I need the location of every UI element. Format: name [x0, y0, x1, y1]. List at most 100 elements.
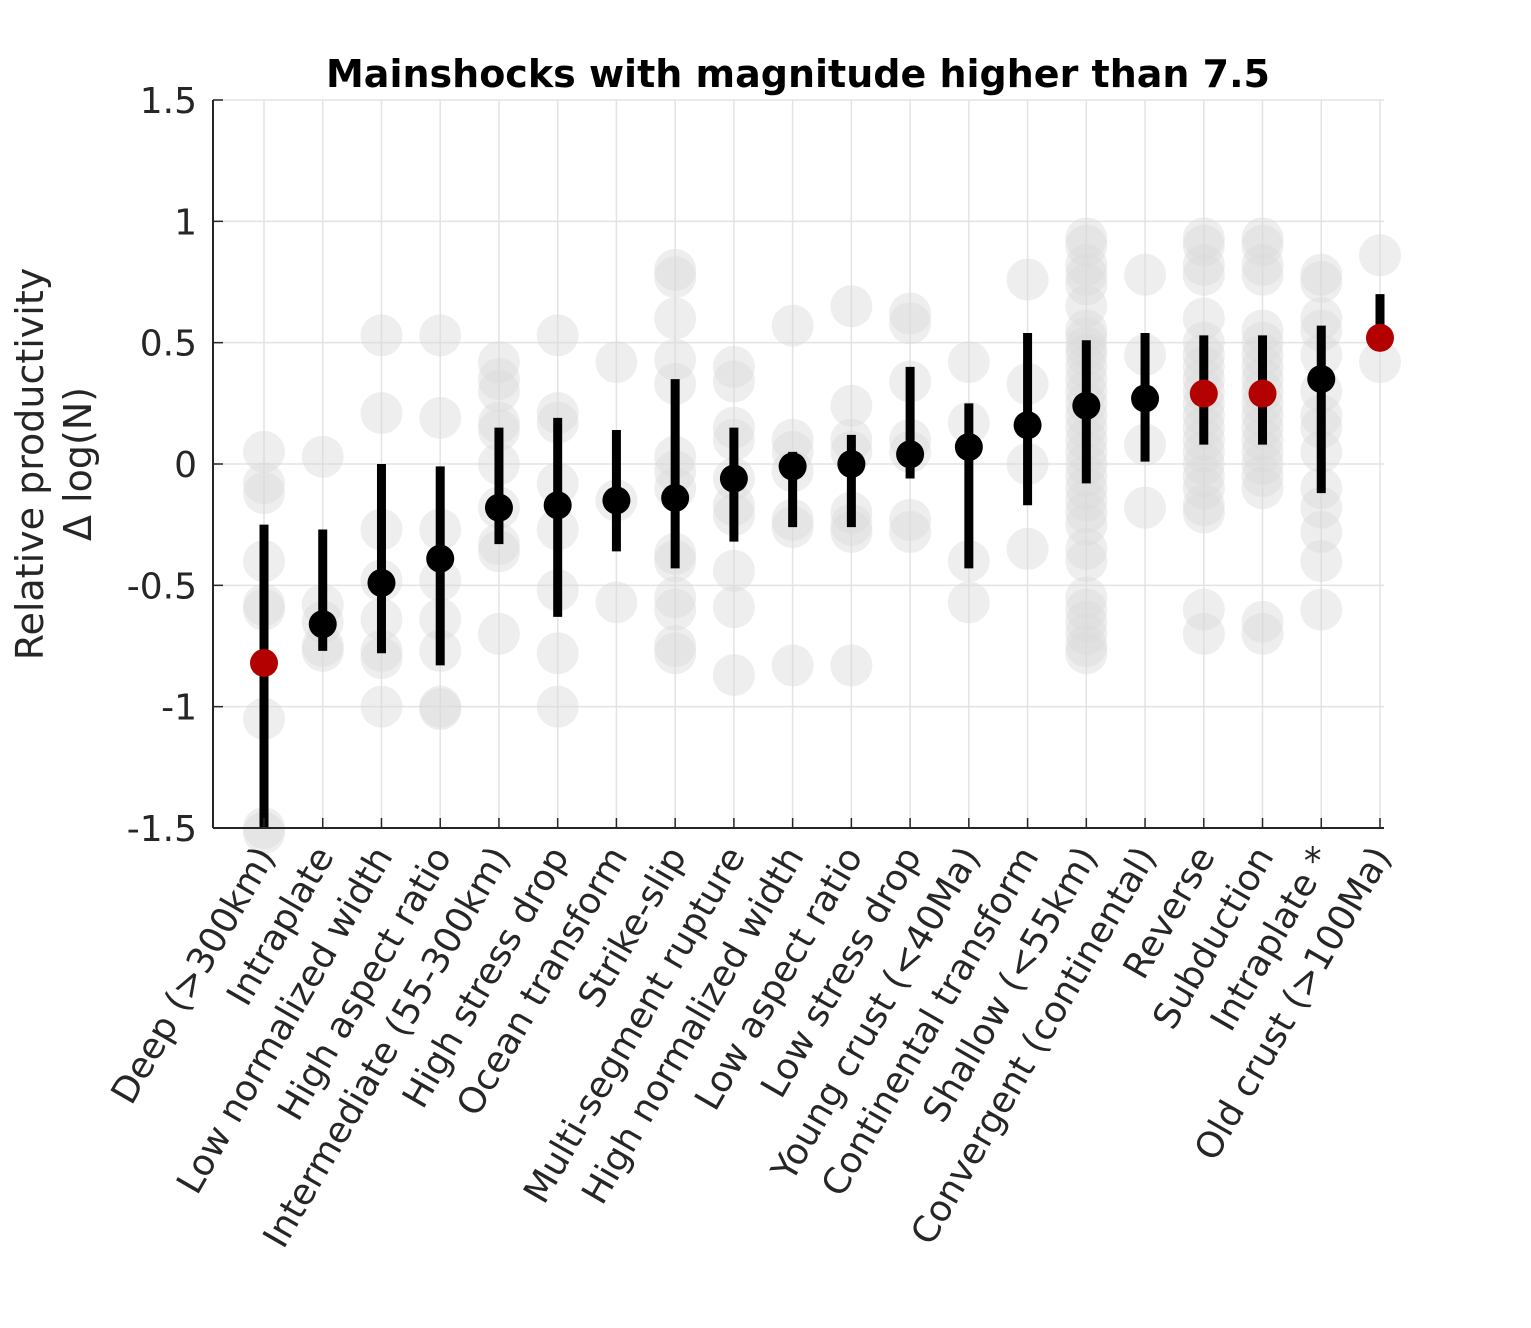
individual-point	[1241, 253, 1284, 296]
mean-marker	[250, 648, 278, 677]
mean-marker	[1072, 391, 1101, 420]
individual-point	[536, 685, 579, 728]
individual-point	[1065, 309, 1108, 352]
individual-point	[1300, 261, 1343, 303]
individual-point	[477, 341, 520, 384]
individual-point	[477, 612, 520, 655]
y-tick-label: -1.5	[127, 809, 197, 850]
individual-point	[536, 314, 579, 357]
individual-point	[1241, 309, 1284, 352]
individual-point	[243, 472, 285, 515]
individual-point	[1006, 258, 1049, 301]
individual-point	[1241, 217, 1284, 260]
individual-point	[712, 345, 755, 388]
individual-points-layer	[243, 217, 1401, 854]
individual-point	[1065, 285, 1108, 328]
mean-marker	[543, 491, 572, 520]
individual-point	[536, 632, 579, 675]
individual-point	[1359, 341, 1401, 384]
mean-marker	[1189, 379, 1218, 408]
individual-point	[419, 396, 462, 439]
individual-point	[360, 392, 403, 435]
individual-point	[1182, 467, 1225, 510]
individual-point	[1182, 455, 1225, 498]
axes-layer	[212, 99, 1384, 829]
individual-point	[1300, 486, 1343, 529]
individual-point	[595, 341, 638, 384]
y-tick-label: -0.5	[127, 566, 197, 607]
individual-point	[654, 248, 697, 291]
y-tick-label: 1	[174, 202, 197, 243]
mean-marker	[308, 610, 337, 639]
individual-point	[771, 418, 814, 461]
individual-point	[419, 688, 462, 731]
individual-point	[712, 360, 755, 403]
means-layer	[250, 323, 1394, 677]
individual-point	[712, 586, 755, 629]
individual-point	[243, 811, 285, 854]
individual-point	[1241, 612, 1284, 655]
individual-point	[830, 644, 873, 687]
individual-point	[830, 285, 873, 328]
mean-marker	[1307, 365, 1336, 394]
individual-point	[654, 576, 697, 619]
individual-point	[889, 510, 932, 553]
individual-point	[419, 685, 462, 728]
individual-point	[947, 341, 990, 384]
individual-point	[1065, 253, 1108, 296]
individual-point	[1065, 503, 1108, 546]
individual-point	[1065, 316, 1108, 359]
individual-point	[1241, 244, 1284, 287]
individual-point	[1065, 625, 1108, 667]
mean-marker	[1366, 323, 1394, 352]
y-axis-label-line2: Δ log(N)	[56, 387, 100, 541]
individual-point	[1065, 540, 1108, 583]
individual-point	[1300, 510, 1343, 553]
chart-title: Mainshocks with magnitude higher than 7.…	[326, 52, 1270, 96]
individual-point	[1065, 224, 1108, 267]
individual-point	[654, 588, 697, 631]
mean-marker	[661, 483, 690, 512]
individual-point	[243, 430, 285, 473]
individual-point	[1182, 430, 1225, 473]
individual-point	[1241, 443, 1284, 485]
mean-marker	[719, 464, 748, 493]
individual-point	[889, 498, 932, 541]
individual-point	[1241, 467, 1284, 510]
mean-marker	[896, 440, 925, 469]
individual-point	[1300, 588, 1343, 631]
individual-point	[360, 314, 403, 357]
mean-marker	[778, 452, 807, 481]
individual-point	[1300, 297, 1343, 340]
mean-marker	[426, 544, 455, 573]
individual-point	[1300, 540, 1343, 583]
individual-point	[1065, 612, 1108, 655]
individual-point	[654, 625, 697, 667]
individual-point	[830, 384, 873, 427]
y-tick-label: 0	[174, 445, 197, 486]
mean-marker	[1248, 379, 1277, 408]
individual-point	[477, 358, 520, 401]
individual-point	[1065, 479, 1108, 522]
individual-point	[1065, 600, 1108, 643]
individual-point	[1182, 484, 1225, 527]
individual-point	[477, 530, 520, 573]
mean-marker	[954, 433, 983, 462]
individual-point	[1182, 491, 1225, 534]
individual-point	[1300, 253, 1343, 296]
mean-marker	[367, 568, 396, 597]
individual-point	[1182, 443, 1225, 485]
individual-point	[1182, 588, 1225, 631]
individual-point	[1065, 576, 1108, 619]
individual-point	[301, 435, 344, 478]
individual-point	[1065, 632, 1108, 675]
individual-point	[771, 304, 814, 347]
individual-point	[1182, 224, 1225, 267]
individual-point	[1241, 600, 1284, 643]
y-axis-label: Relative productivity Δ log(N)	[8, 268, 100, 660]
individual-point	[947, 581, 990, 624]
individual-point	[889, 302, 932, 345]
individual-point	[1065, 244, 1108, 287]
y-axis-label-line1: Relative productivity	[8, 268, 52, 660]
individual-point	[1182, 612, 1225, 655]
